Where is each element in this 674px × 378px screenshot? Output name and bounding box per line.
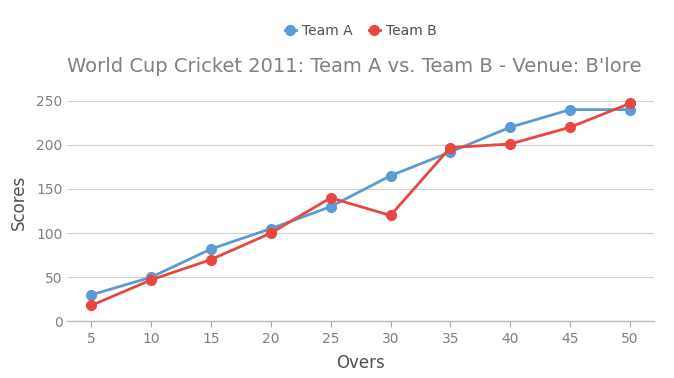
Team B: [625, 101, 634, 106]
Team A: [207, 247, 215, 251]
Line: Team B: Team B: [86, 99, 635, 310]
Line: Team A: Team A: [86, 105, 635, 300]
Team B: [566, 125, 574, 130]
Team B: [147, 277, 155, 282]
Team B: [88, 303, 96, 308]
Team B: [386, 213, 394, 218]
Team A: [446, 150, 454, 154]
Team A: [267, 226, 275, 231]
Team A: [147, 275, 155, 279]
Team A: [566, 107, 574, 112]
Team A: [327, 204, 335, 209]
Team B: [446, 145, 454, 150]
Legend: Team A, Team B: Team A, Team B: [279, 19, 442, 44]
Team A: [386, 174, 394, 178]
X-axis label: Overs: Overs: [336, 354, 385, 372]
Team A: [506, 125, 514, 130]
Y-axis label: Scores: Scores: [10, 175, 28, 230]
Team B: [506, 142, 514, 146]
Team B: [327, 195, 335, 200]
Text: World Cup Cricket 2011: Team A vs. Team B - Venue: B'lore: World Cup Cricket 2011: Team A vs. Team …: [67, 57, 642, 76]
Team B: [207, 257, 215, 262]
Team A: [88, 293, 96, 297]
Team A: [625, 107, 634, 112]
Team B: [267, 231, 275, 235]
